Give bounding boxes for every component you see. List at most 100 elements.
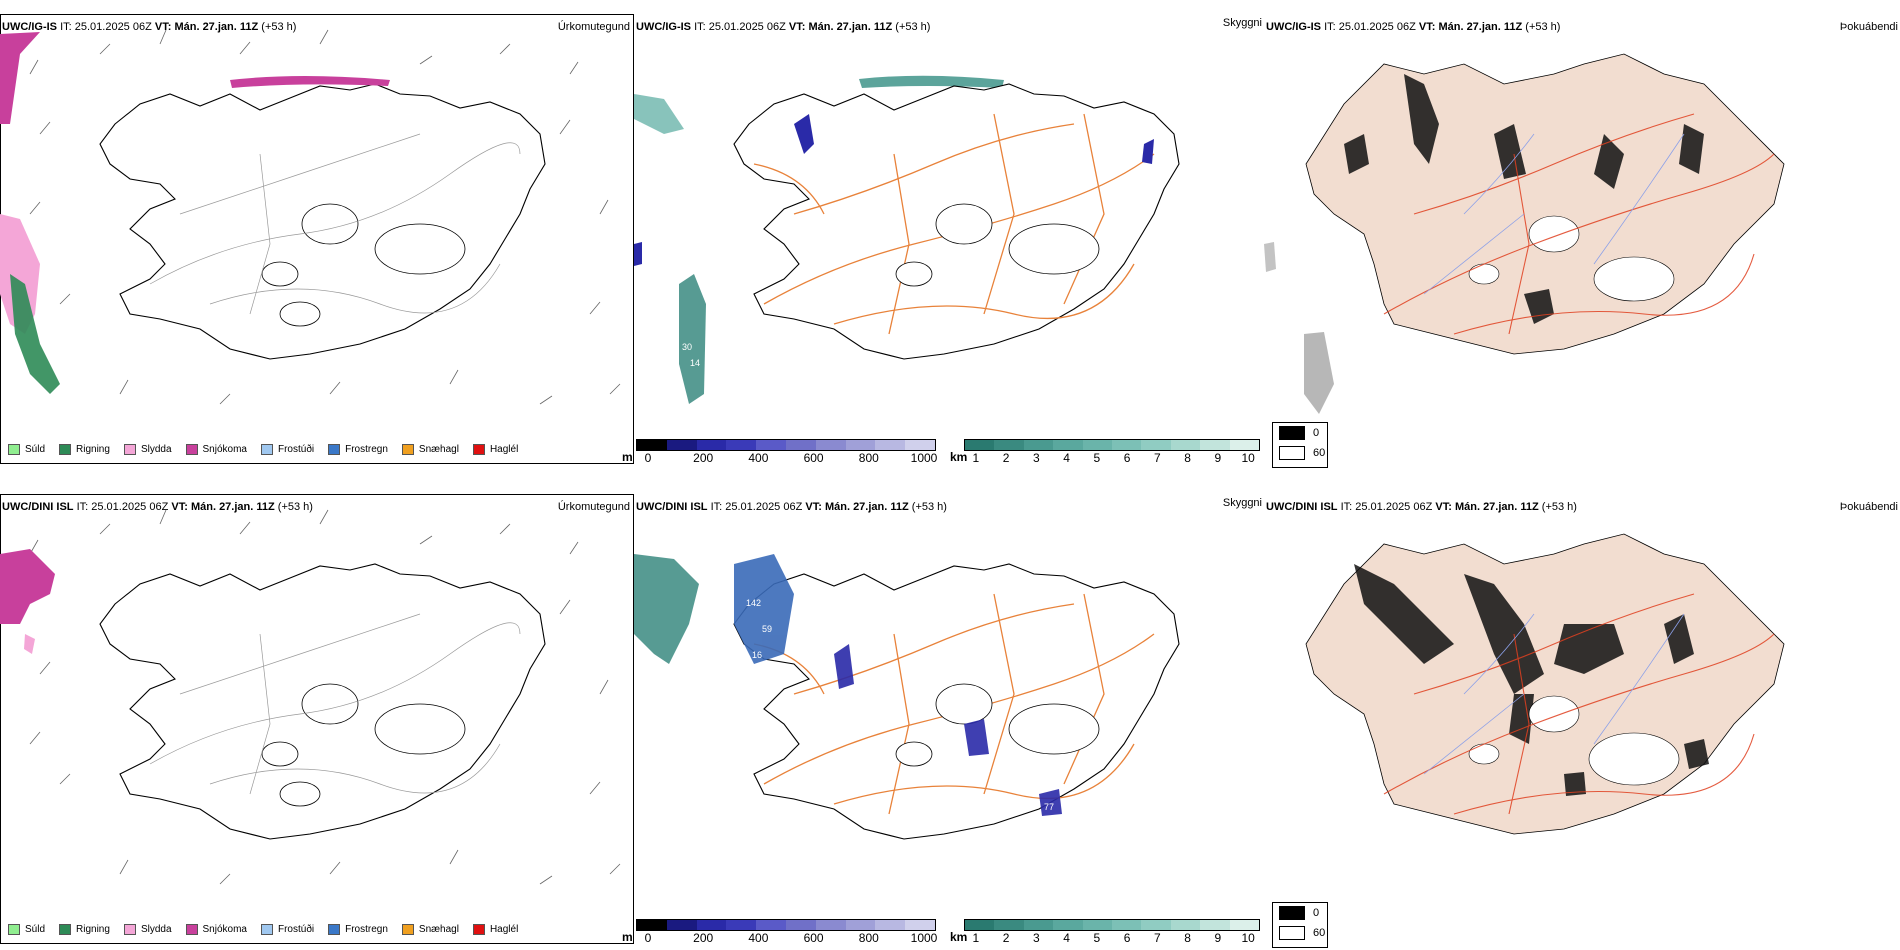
model-name: UWC/IG-IS: [2, 21, 57, 33]
legend-label: Slydda: [140, 444, 172, 455]
lead-time: (+53 h): [261, 21, 297, 33]
colorbar-tick: 7: [1154, 931, 1161, 945]
colorbar-cell: [905, 440, 935, 450]
fog-legend: 0 60: [1272, 422, 1328, 468]
colorbar-tick: 1000: [910, 451, 938, 465]
visibility-labels: 24 30 14: [642, 276, 700, 368]
legend-swatch: [260, 924, 273, 935]
grey-patch-west-small: [1264, 242, 1276, 272]
legend-label: Snjókoma: [202, 924, 247, 935]
teal-area-west-lower: [679, 274, 706, 404]
legend-swatch: [328, 444, 341, 455]
fog-index-map: [1264, 53, 1785, 414]
it-value: 25.01.2025 06Z: [91, 501, 169, 513]
visibility-map: 24 30 14: [634, 75, 1180, 404]
colorbar-cell: [1200, 920, 1230, 930]
colorbar-cell: [845, 920, 876, 930]
colorbar-cell: [785, 920, 816, 930]
colorbar-cell: [1053, 920, 1083, 930]
iceland-outline-map: [0, 509, 621, 885]
colorbar-cell: [875, 440, 906, 450]
colorbar-cell: [1112, 440, 1142, 450]
iceland-coastline: [99, 563, 546, 840]
legend-item: Slydda: [123, 924, 172, 935]
legend-label: Rigning: [76, 444, 110, 455]
legend-label: Frostregn: [345, 444, 388, 455]
colorbar-cell: [1141, 920, 1171, 930]
fog-index-map: [1305, 533, 1785, 835]
colorbar-cell: [965, 440, 995, 450]
colorbar-cell: [965, 920, 995, 930]
teal-area-west: [634, 94, 684, 134]
colorbar-cell: [994, 440, 1024, 450]
legend-item: Snjókoma: [185, 924, 247, 935]
vis-label: 142: [746, 598, 761, 608]
vis-label: 24: [642, 276, 652, 286]
vis-label: 30: [682, 342, 692, 352]
grey-patch-west: [1304, 332, 1334, 414]
lead-time: (+53 h): [911, 501, 947, 513]
legend-label: Haglél: [489, 924, 519, 935]
low-visibility-blue: [634, 114, 1154, 266]
colorbar-cell: [1053, 440, 1083, 450]
legend-label: Frostregn: [345, 924, 388, 935]
colorbar-unit: km: [950, 930, 968, 944]
legend-item: Snjókoma: [185, 444, 247, 455]
colorbar-cell: [845, 440, 876, 450]
colorbar-tick: 3: [1033, 931, 1040, 945]
lead-time: (+53 h): [1525, 21, 1561, 33]
roads-grey: [149, 613, 521, 795]
vt-label: VT:: [1435, 501, 1452, 513]
legend-item: Haglél: [472, 924, 519, 935]
legend-swatch: [8, 924, 20, 935]
precip-type-panel-ig: UWC/IG-IS IT: 25.01.2025 06Z VT: Mán. 27…: [0, 14, 634, 464]
panel-header: UWC/IG-IS IT: 25.01.2025 06Z VT: Mán. 27…: [1266, 21, 1560, 34]
colorbar-cell: [1200, 440, 1230, 450]
colorbar-cell: [637, 920, 667, 930]
legend-swatch: [401, 444, 414, 455]
colorbar-tick: 0: [644, 451, 652, 465]
it-label: IT:: [1340, 501, 1353, 513]
fog-legend-swatch: [1279, 446, 1305, 460]
model-name: UWC/IG-IS: [636, 21, 691, 33]
glaciers: [895, 683, 1100, 767]
vt-value: Mán. 27.jan. 11Z: [808, 21, 893, 33]
legend-swatch: [123, 924, 136, 935]
fog-legend-row: 60: [1273, 923, 1327, 943]
colorbar-unit: m: [622, 450, 633, 464]
it-label: IT:: [694, 21, 706, 33]
legend-item: Snæhagl: [401, 444, 459, 455]
snow-area-west: [0, 549, 55, 624]
glaciers: [261, 683, 466, 807]
rivers: [1423, 613, 1685, 775]
legend-swatch: [8, 444, 20, 455]
colorbar-tick: 800: [858, 931, 879, 945]
colorbar-cell: [696, 920, 727, 930]
roads-orange: [753, 593, 1155, 815]
colorbar-tick: 2: [1002, 451, 1010, 465]
legend-swatch: [185, 924, 198, 935]
colorbar-cell: [1229, 440, 1260, 450]
colorbar-tick: 6: [1123, 451, 1131, 465]
it-value: 25.01.2025 06Z: [708, 21, 786, 33]
low-visibility-blue: [734, 554, 1062, 816]
lead-time: (+53 h): [277, 501, 313, 513]
legend-item: Rigning: [59, 444, 110, 455]
legend-item: Frostregn: [328, 924, 388, 935]
lead-time: (+53 h): [895, 21, 931, 33]
colorbar-tick: 9: [1214, 931, 1222, 945]
legend-label: Frostúði: [277, 444, 315, 455]
glaciers: [261, 203, 466, 327]
teal-area-west: [634, 554, 699, 664]
colorbar-cell: [726, 440, 757, 450]
fog-legend-swatch: [1279, 926, 1305, 940]
colorbar-tick: 7: [1154, 451, 1161, 465]
colorbar-cell: [756, 920, 786, 930]
colorbar-cell: [726, 920, 757, 930]
legend-label: Haglél: [489, 444, 519, 455]
precip-type-panel-dini: UWC/DINI ISL IT: 25.01.2025 06Z VT: Mán.…: [0, 494, 634, 944]
colorbar-tick: 1: [972, 451, 980, 465]
product-label: Skyggni: [1222, 17, 1262, 29]
vt-label: VT:: [788, 21, 806, 33]
fog-white-glaciers: [1468, 215, 1675, 302]
